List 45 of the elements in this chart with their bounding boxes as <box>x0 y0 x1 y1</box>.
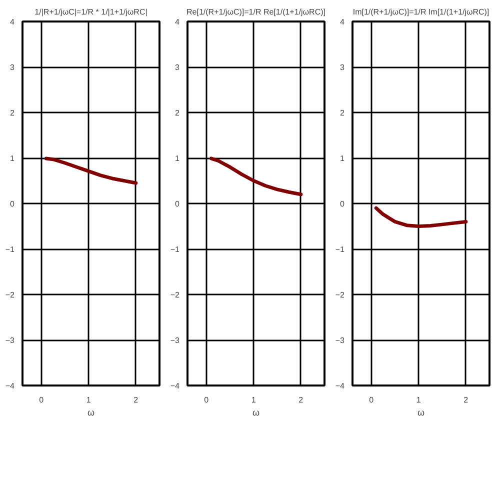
y-tick-label: 1 <box>340 154 346 163</box>
y-tick-label: −3 <box>170 336 180 345</box>
y-tick-label: 4 <box>340 18 346 26</box>
y-tick-label: −2 <box>335 290 346 300</box>
y-tick-label: 0 <box>175 200 180 208</box>
x-tick-label: 2 <box>298 396 304 404</box>
y-tick-label: 1 <box>10 154 16 163</box>
line-series <box>44 156 138 185</box>
x-tick-label: 2 <box>464 396 469 404</box>
x-tick-label: 0 <box>369 396 374 404</box>
y-tick-label: −2 <box>5 290 16 300</box>
y-tick-label: 3 <box>340 63 346 72</box>
y-tick-label: −1 <box>170 245 180 254</box>
x-axis-title: ω <box>417 408 425 418</box>
line-series <box>209 156 303 196</box>
x-tick-label: 1 <box>86 396 92 404</box>
line-series <box>374 206 468 228</box>
y-tick-label: 3 <box>10 63 16 72</box>
y-tick-label: −3 <box>335 336 346 345</box>
y-tick-label: −1 <box>5 245 16 254</box>
y-tick-label: −4 <box>5 382 16 390</box>
y-tick-label: −4 <box>170 382 180 390</box>
x-tick-label: 1 <box>416 396 422 404</box>
y-tick-label: 2 <box>340 108 346 118</box>
y-tick-label: −1 <box>335 245 346 254</box>
x-axis-title: ω <box>252 408 260 418</box>
y-tick-label: 4 <box>175 18 180 26</box>
y-tick-label: 3 <box>175 63 180 72</box>
y-tick-label: 2 <box>10 108 16 118</box>
x-tick-label: 0 <box>39 396 44 404</box>
y-tick-label: 0 <box>10 200 16 208</box>
chart-title: Re[1/(R+1/jωC)]=1/R Re[1/(1+1/jωRC)] <box>186 8 326 16</box>
y-tick-label: −3 <box>5 336 16 345</box>
y-tick-label: 1 <box>175 154 180 163</box>
y-tick-label: 4 <box>10 18 16 26</box>
x-tick-label: 2 <box>134 396 139 404</box>
x-tick-label: 1 <box>251 396 256 404</box>
y-tick-label: 0 <box>340 200 346 208</box>
y-tick-label: −2 <box>170 290 180 300</box>
y-tick-label: −4 <box>335 382 346 390</box>
x-axis-title: ω <box>87 408 95 418</box>
x-tick-label: 0 <box>204 396 210 404</box>
y-tick-label: 2 <box>175 108 180 118</box>
chart-title: 1/|R+1/jωC|=1/R * 1/|1+1/jωRC| <box>34 8 148 16</box>
chart-title: Im[1/(R+1/jωC)]=1/R Im[1/(1+1/jωRC)] <box>352 8 490 16</box>
